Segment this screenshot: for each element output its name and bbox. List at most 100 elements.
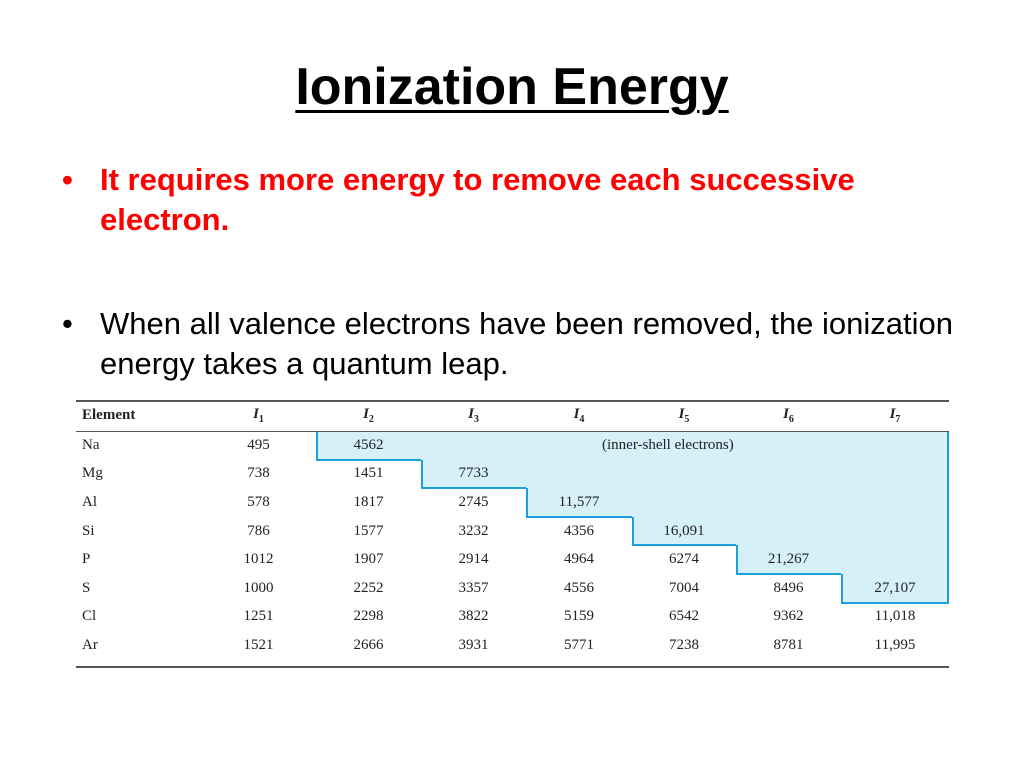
highlight-segment [841,574,949,603]
highlight-border-vertical [841,574,843,603]
header-subscript: 4 [579,414,585,425]
value-cell: 578 [247,493,270,510]
element-cell: Cl [82,608,97,625]
value-cell: 8496 [773,579,804,596]
value-cell [841,545,949,574]
bullet-text: When all valence electrons have been rem… [100,306,954,381]
value-cell: 6542 [669,608,699,625]
value-cell: 11,018 [874,608,916,625]
highlight-border-vertical [316,431,318,460]
highlight-border-vertical [632,516,634,546]
value-cell [632,488,736,517]
header-symbol: I [889,406,896,422]
value-cell: 2666 [353,636,384,653]
header-i2: I2 [316,400,421,431]
value-cell: 1000 [243,579,274,596]
value-cell: 1451 [353,465,384,482]
value-cell: 4562 [353,436,384,453]
header-i4: I4 [526,400,632,431]
data-table: Element I1 I2 I3 I4 I5 I6 I7 Na 495 4562 Mg 738 1451… [76,400,949,660]
header-element: Element [82,407,136,423]
element-cell: Ar [82,636,98,653]
value-cell: 5159 [564,608,594,625]
value-cell: 9362 [773,608,804,625]
value-cell [736,488,841,517]
bullet-item-2: • When all valence electrons have been r… [62,304,982,384]
header-symbol: I [783,406,789,422]
value-cell [421,431,526,460]
header-symbol: I [573,406,580,422]
value-cell: 2914 [458,551,489,568]
value-cell: 2745 [458,493,489,510]
value-cell: 3931 [458,636,489,653]
header-i7: I7 [841,400,949,431]
value-cell: 7004 [669,579,699,596]
value-cell: 4356 [564,522,594,539]
highlight-segment [316,431,949,460]
table-body: Na 495 4562 Mg 738 1451 7733 Al 578 1817 2745 11,57… [76,431,949,660]
value-cell [736,517,841,546]
value-cell: 7238 [669,636,699,653]
element-cell: S [82,579,91,596]
element-cell: Si [82,522,95,539]
value-cell: 3357 [458,579,489,596]
header-symbol: I [468,406,474,422]
element-cell: Na [82,436,100,453]
header-i6: I6 [736,400,841,431]
highlight-border-horizontal [736,573,841,575]
value-cell: 786 [247,522,270,539]
bullet-marker: • [62,306,73,341]
highlight-segment [736,545,949,574]
table-row: Na 495 4562 [76,431,949,460]
value-cell: 4556 [564,579,594,596]
highlight-border-vertical [421,459,423,489]
table-header-rule [76,431,949,432]
table-bottom-rule [76,666,949,668]
highlight-segment [632,516,949,546]
table-row: Al 578 1817 2745 11,577 [76,488,949,517]
value-cell: 495 [247,436,270,453]
value-cell: 3822 [458,608,489,625]
header-symbol: I [363,406,369,422]
value-cell [632,460,736,489]
highlight-border-horizontal [841,601,949,604]
ionization-energy-table: Element I1 I2 I3 I4 I5 I6 I7 Na 495 4562 Mg 738 1451… [76,400,949,668]
slide-title: Ionization Energy [295,58,729,116]
header-symbol: I [678,406,685,422]
bullet-item-1: • It requires more energy to remove each… [62,160,982,240]
value-cell [526,460,632,489]
header-i3: I3 [421,400,526,431]
value-cell: 21,267 [767,551,810,568]
header-subscript: 3 [473,414,479,425]
value-cell: 8781 [773,636,804,653]
header-subscript: 7 [895,414,901,425]
header-i1: I1 [201,400,316,431]
value-cell: 1907 [353,551,384,568]
header-subscript: 5 [684,414,690,425]
value-cell: 2298 [353,608,384,625]
value-cell [841,460,949,489]
value-cell: 3232 [458,522,489,539]
table-row: P 1012 1907 2914 4964 6274 21,267 [76,545,949,574]
table-row: Mg 738 1451 7733 [76,460,949,489]
highlight-border-vertical [526,488,528,517]
highlight-segment [421,459,949,489]
value-cell: 1577 [353,522,384,539]
value-cell [841,488,949,517]
value-cell: 6274 [669,551,699,568]
value-cell: 1521 [243,636,274,653]
value-cell: 4964 [564,551,594,568]
value-cell: 1251 [243,608,274,625]
element-cell: Al [82,493,97,510]
table-top-rule [76,400,949,402]
value-cell: 16,091 [663,522,705,539]
table-row: Si 786 1577 3232 4356 16,091 [76,517,949,546]
highlight-border-horizontal [421,487,526,490]
header-symbol: I [253,406,259,422]
table-row: S 1000 2252 3357 4556 7004 8496 27,107 [76,574,949,603]
value-cell [736,431,841,460]
value-cell [841,431,949,460]
value-cell: 11,577 [558,493,600,510]
table-header-row: Element I1 I2 I3 I4 I5 I6 I7 [76,400,949,431]
